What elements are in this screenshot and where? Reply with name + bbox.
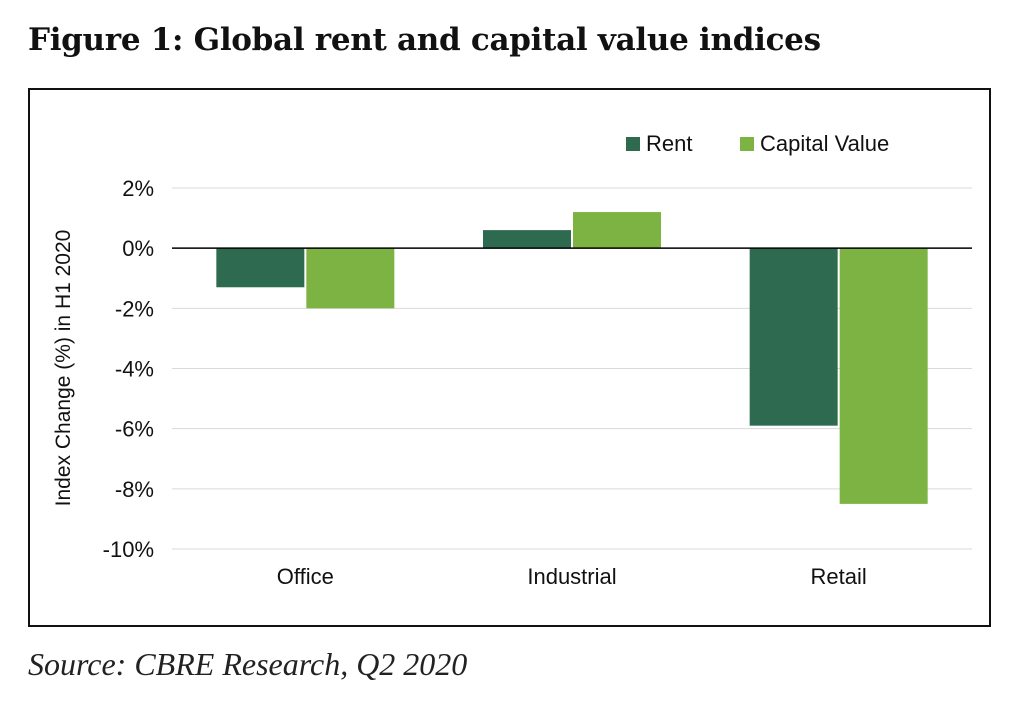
legend-label-capital-value: Capital Value bbox=[760, 131, 889, 156]
x-category-label: Retail bbox=[811, 564, 867, 589]
legend-swatch-rent bbox=[626, 137, 640, 151]
y-tick-label: -4% bbox=[115, 357, 154, 382]
legend: Rent Capital Value bbox=[626, 131, 889, 156]
y-tick-label: -10% bbox=[103, 537, 154, 562]
y-tick-label: -2% bbox=[115, 296, 154, 321]
x-category-label: Industrial bbox=[527, 564, 616, 589]
y-tick-label: 2% bbox=[122, 176, 154, 201]
bars bbox=[216, 212, 928, 504]
bar-capital-value-retail bbox=[839, 248, 928, 504]
x-category-label: Office bbox=[277, 564, 334, 589]
x-axis-categories: Office Industrial Retail bbox=[277, 564, 867, 589]
bar-capital-value-industrial bbox=[573, 212, 661, 249]
y-axis-label: Index Change (%) in H1 2020 bbox=[52, 230, 75, 507]
source-note: Source: CBRE Research, Q2 2020 bbox=[28, 646, 468, 682]
y-tick-label: 0% bbox=[122, 236, 154, 261]
y-tick-label: -8% bbox=[115, 477, 154, 502]
bar-rent-retail bbox=[749, 248, 838, 426]
bar-rent-office bbox=[216, 248, 305, 288]
bar-chart: 2% 0% -2% -4% -6% -8% -10% Office Industrial Ret… bbox=[52, 131, 972, 589]
bar-rent-industrial bbox=[483, 230, 571, 249]
bar-capital-value-office bbox=[306, 248, 395, 309]
chart-frame: 2% 0% -2% -4% -6% -8% -10% Office Industrial Ret… bbox=[28, 88, 991, 627]
figure-title: Figure 1: Global rent and capital value … bbox=[28, 22, 821, 58]
y-tick-label: -6% bbox=[115, 417, 154, 442]
y-axis-ticks: 2% 0% -2% -4% -6% -8% -10% bbox=[103, 176, 154, 562]
legend-label-rent: Rent bbox=[646, 131, 692, 156]
legend-swatch-capital-value bbox=[740, 137, 754, 151]
